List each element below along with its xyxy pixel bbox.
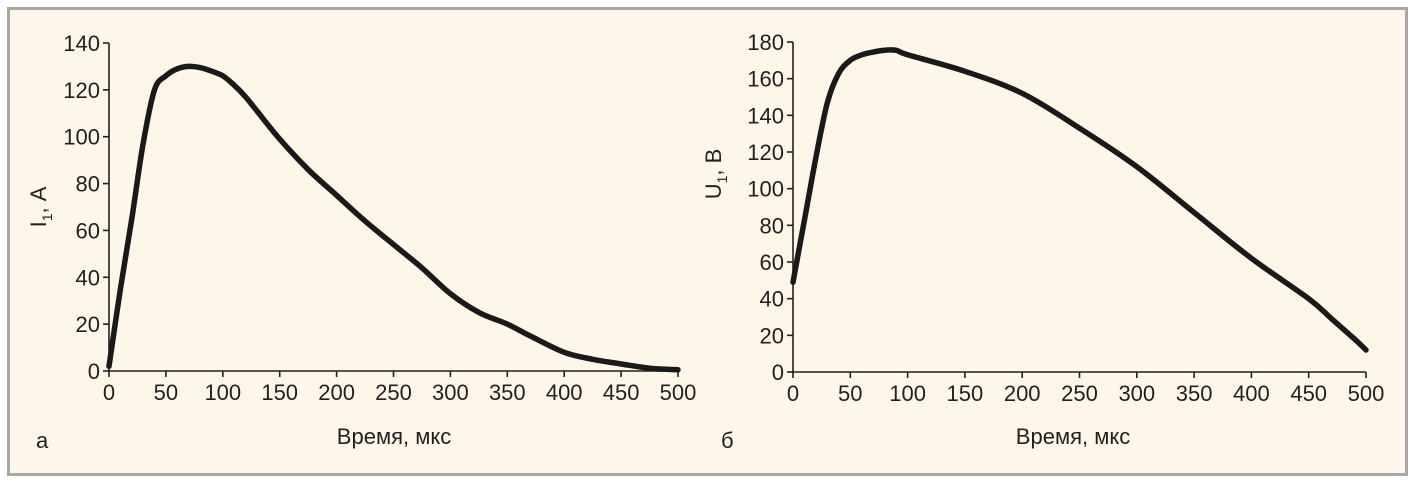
x-tick-label-a: 150 (261, 380, 298, 405)
x-tick-label-b: 0 (787, 381, 799, 406)
y-tick-label-b: 20 (760, 323, 784, 348)
y-tick-label-b: 0 (772, 360, 784, 385)
y-tick-label-b: 120 (747, 140, 784, 165)
series-line-a (106, 63, 681, 373)
y-tick-label-a: 120 (63, 78, 100, 103)
y-tick-label-b: 180 (747, 30, 784, 55)
y-axis-title-a: I1, А (26, 186, 55, 227)
x-tick-label-a: 50 (154, 380, 178, 405)
y-tick-label-a: 40 (76, 265, 100, 290)
chart-panel-a: I1, А Время, мкс а 0 20 40 60 80 100 120 140 0 50… (26, 31, 696, 453)
x-tick-label-b: 450 (1290, 381, 1327, 406)
x-tick-label-b: 300 (1118, 381, 1155, 406)
x-tick-label-b: 350 (1176, 381, 1213, 406)
x-tick-label-b: 50 (838, 381, 862, 406)
y-tick-label-a: 60 (76, 218, 100, 243)
x-tick-label-a: 350 (489, 380, 526, 405)
x-tick-label-a: 300 (432, 380, 469, 405)
x-tick-label-a: 250 (375, 380, 412, 405)
panel-label-a: а (36, 428, 49, 453)
x-tick-label-b: 500 (1348, 381, 1385, 406)
x-tick-label-a: 450 (603, 380, 640, 405)
y-axis-title-b: U1, В (701, 149, 730, 200)
chart-panel-b: U1, В Время, мкс б 0 20 40 60 80 100 120 140 160… (701, 30, 1384, 453)
x-tick-label-b: 100 (889, 381, 926, 406)
y-tick-label-b: 140 (747, 103, 784, 128)
y-tick-label-b: 40 (760, 287, 784, 312)
x-tick-label-b: 400 (1233, 381, 1270, 406)
y-tick-label-a: 0 (88, 359, 100, 384)
x-axis-title-a: Время, мкс (337, 424, 451, 449)
x-tick-label-a: 200 (318, 380, 355, 405)
x-tick-label-b: 200 (1004, 381, 1041, 406)
panel-label-b: б (721, 428, 734, 453)
figure-frame (7, 7, 1408, 476)
x-tick-label-b: 150 (947, 381, 984, 406)
x-tick-label-a: 500 (660, 380, 697, 405)
series-line-b (790, 47, 1369, 353)
y-tick-label-b: 60 (760, 250, 784, 275)
x-tick-label-a: 100 (204, 380, 241, 405)
x-tick-label-a: 400 (546, 380, 583, 405)
y-tick-label-b: 100 (747, 177, 784, 202)
x-tick-label-a: 0 (103, 380, 115, 405)
y-tick-label-a: 80 (76, 172, 100, 197)
y-tick-label-b: 80 (760, 213, 784, 238)
y-tick-label-a: 100 (63, 125, 100, 150)
y-tick-label-a: 20 (76, 312, 100, 337)
y-tick-label-a: 140 (63, 31, 100, 56)
y-tick-label-b: 160 (747, 67, 784, 92)
x-tick-label-b: 250 (1061, 381, 1098, 406)
x-axis-title-b: Время, мкс (1016, 424, 1130, 449)
